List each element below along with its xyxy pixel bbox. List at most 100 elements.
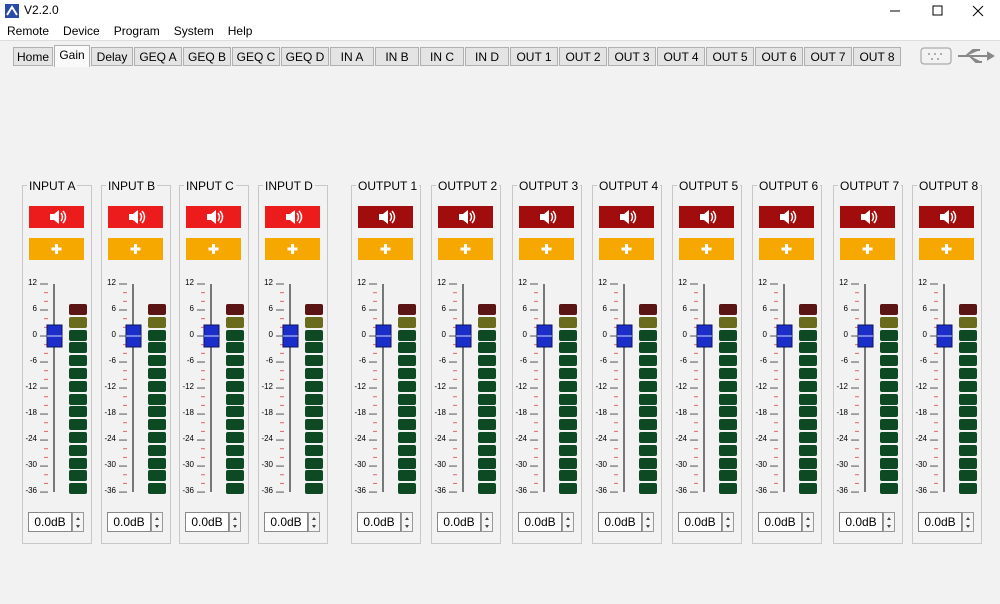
menu-item[interactable]: System [173, 24, 214, 38]
meter-segment [69, 329, 87, 341]
fader[interactable] [593, 278, 663, 508]
tab[interactable]: OUT 7 [804, 47, 852, 66]
mute-button[interactable] [840, 206, 895, 228]
tab[interactable]: OUT 3 [608, 47, 656, 66]
add-button[interactable] [599, 238, 654, 260]
gain-field[interactable]: 0.0dB [598, 512, 642, 532]
meter-segment [305, 432, 323, 443]
gain-field[interactable]: 0.0dB [678, 512, 722, 532]
gain-spinner[interactable] [802, 512, 814, 532]
tab[interactable]: Home [13, 47, 53, 66]
tab[interactable]: OUT 4 [657, 47, 705, 66]
menu-item[interactable]: Remote [7, 24, 50, 38]
mute-button[interactable] [108, 206, 163, 228]
add-button[interactable] [759, 238, 814, 260]
meter-segment [799, 316, 817, 328]
scale-label: -18 [261, 408, 273, 417]
gain-spinner[interactable] [883, 512, 895, 532]
meter-segment [880, 432, 898, 443]
add-button[interactable] [679, 238, 734, 260]
tab[interactable]: GEQ B [183, 47, 231, 66]
add-button[interactable] [265, 238, 320, 260]
meter-segment [226, 483, 244, 495]
tab[interactable]: GEQ A [134, 47, 182, 66]
gain-spinner[interactable] [308, 512, 320, 532]
tab[interactable]: OUT 6 [755, 47, 803, 66]
gain-field[interactable]: 0.0dB [28, 512, 72, 532]
gain-spinner[interactable] [722, 512, 734, 532]
meter-segment [959, 457, 977, 469]
plus-icon [130, 244, 141, 254]
fader[interactable] [23, 278, 93, 508]
gain-spinner[interactable] [481, 512, 493, 532]
mute-button[interactable] [919, 206, 974, 228]
gain-spinner[interactable] [229, 512, 241, 532]
fader[interactable] [432, 278, 502, 508]
mute-button[interactable] [519, 206, 574, 228]
tab[interactable]: OUT 8 [853, 47, 901, 66]
gain-spinner[interactable] [562, 512, 574, 532]
tab[interactable]: GEQ C [232, 47, 280, 66]
gain-spinner[interactable] [642, 512, 654, 532]
tab[interactable]: IN A [330, 47, 374, 66]
menu-item[interactable]: Program [113, 24, 160, 38]
fader[interactable] [180, 278, 250, 508]
gain-field[interactable]: 0.0dB [918, 512, 962, 532]
fader[interactable] [513, 278, 583, 508]
mute-button[interactable] [759, 206, 814, 228]
meter-segment [639, 483, 657, 495]
add-button[interactable] [186, 238, 241, 260]
fader[interactable] [352, 278, 422, 508]
add-button[interactable] [29, 238, 84, 260]
mute-button[interactable] [438, 206, 493, 228]
scale-label: -6 [265, 356, 273, 365]
add-button[interactable] [438, 238, 493, 260]
gain-spinner[interactable] [962, 512, 974, 532]
gain-spinner[interactable] [151, 512, 163, 532]
fader[interactable] [834, 278, 904, 508]
gain-field[interactable]: 0.0dB [437, 512, 481, 532]
gain-field[interactable]: 0.0dB [107, 512, 151, 532]
gain-field[interactable]: 0.0dB [264, 512, 308, 532]
tab[interactable]: OUT 5 [706, 47, 754, 66]
window-controls[interactable] [880, 0, 1000, 22]
tab[interactable]: IN B [375, 47, 419, 66]
scale-label: 6 [268, 304, 273, 313]
gain-spinner[interactable] [401, 512, 413, 532]
gain-field[interactable]: 0.0dB [839, 512, 883, 532]
fader[interactable] [259, 278, 329, 508]
tab[interactable]: OUT 1 [510, 47, 558, 66]
gain-field[interactable]: 0.0dB [518, 512, 562, 532]
gain-spinner[interactable] [72, 512, 84, 532]
tab[interactable]: Gain [54, 45, 90, 67]
fader[interactable] [753, 278, 823, 508]
gain-field[interactable]: 0.0dB [357, 512, 401, 532]
meter-segment [305, 329, 323, 341]
tab[interactable]: OUT 2 [559, 47, 607, 66]
add-button[interactable] [919, 238, 974, 260]
add-button[interactable] [519, 238, 574, 260]
menu-item[interactable]: Help [227, 24, 253, 38]
mute-button[interactable] [599, 206, 654, 228]
tab[interactable]: IN C [420, 47, 464, 66]
gain-field[interactable]: 0.0dB [758, 512, 802, 532]
scale-label: -30 [836, 460, 848, 469]
mute-button[interactable] [358, 206, 413, 228]
tab[interactable]: Delay [91, 47, 133, 66]
tab[interactable]: GEQ D [281, 47, 329, 66]
tab[interactable]: IN D [465, 47, 509, 66]
speaker-icon [700, 210, 717, 224]
mute-button[interactable] [29, 206, 84, 228]
mute-button[interactable] [186, 206, 241, 228]
mute-button[interactable] [265, 206, 320, 228]
mute-button[interactable] [679, 206, 734, 228]
menu-item[interactable]: Device [63, 24, 100, 38]
fader[interactable] [102, 278, 172, 508]
add-button[interactable] [108, 238, 163, 260]
gain-field[interactable]: 0.0dB [185, 512, 229, 532]
add-button[interactable] [358, 238, 413, 260]
add-button[interactable] [840, 238, 895, 260]
fader[interactable] [913, 278, 983, 508]
scale-label: -24 [434, 434, 446, 443]
fader[interactable] [673, 278, 743, 508]
